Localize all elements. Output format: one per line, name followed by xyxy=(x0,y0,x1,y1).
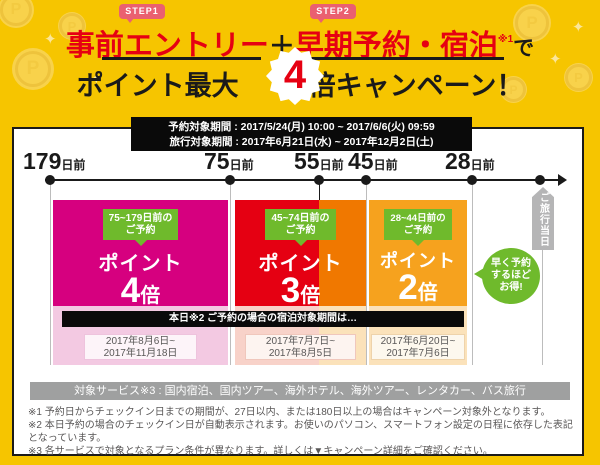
guide-line xyxy=(472,184,473,365)
multiplier-burst-badge: 4 xyxy=(265,46,325,106)
stay-period-3x: 2017年7月7日~ 2017年8月5日 xyxy=(245,334,356,360)
timeline-dot xyxy=(314,175,324,185)
promo-line: 早く予約 xyxy=(491,258,531,269)
promo-line: するほど xyxy=(491,270,531,281)
timeline-dot xyxy=(45,175,55,185)
stay-to: 2017年8月5日 xyxy=(268,348,333,359)
timeline-arrow-icon xyxy=(558,174,567,186)
note-ref-1: ※1 xyxy=(497,34,514,45)
bubble-range: 75~179日前の xyxy=(108,213,173,224)
booking-period: 予約対象期間 : 2017/5/24(月) 10:00 ~ 2017/6/6(火… xyxy=(168,121,435,133)
guide-line xyxy=(542,250,543,365)
bubble-note: ご予約 xyxy=(285,225,316,236)
promo-bubble-tail xyxy=(474,268,484,280)
point-coin-icon: P xyxy=(12,48,54,90)
footnote-3: ※3 各サービスで対象となるプラン条件が異なります。詳しくは▼キャンペーン詳細を… xyxy=(28,446,493,457)
stay-to: 2017年7月6日 xyxy=(386,348,450,359)
headline-point-max: ポイント最大 xyxy=(76,71,239,101)
campaign-period-box: 予約対象期間 : 2017/5/24(月) 10:00 ~ 2017/6/6(火… xyxy=(131,117,472,151)
headline-underline-left xyxy=(102,57,261,60)
headline-campaign: 倍キャンペーン！ xyxy=(308,71,524,101)
offer-box-2x: 28~44日前の ご予約 ポイント 2倍 (+1%) xyxy=(369,200,467,328)
step1-badge: STEP1 xyxy=(119,4,165,23)
timeline-dot xyxy=(225,175,235,185)
offer-bubble: 45~74日前の ご予約 xyxy=(265,209,336,246)
footnote-2: ※2 本日予約の場合のチェックイン日が自動表示されます。お使いのパソコン、スマー… xyxy=(28,420,573,444)
footnotes: ※1 予約日からチェックイン日までの期間が、27日以内、または180日以上の場合… xyxy=(28,406,573,458)
sparkle-icon: ✦ xyxy=(90,71,103,88)
guide-line xyxy=(319,184,320,200)
timeline-label-179: 179日前 xyxy=(23,148,86,174)
footnote-1: ※1 予約日からチェックイン日までの期間が、27日以内、または180日以上の場合… xyxy=(28,407,551,418)
point-coin-icon: P xyxy=(513,4,551,42)
guide-line xyxy=(50,184,51,365)
starburst-icon xyxy=(266,47,324,105)
headline-line2: ポイント最大 倍キャンペーン！ xyxy=(0,64,600,103)
sparkle-icon: ✦ xyxy=(44,31,57,48)
point-multiplier: 2倍 xyxy=(398,268,438,307)
stay-from: 2017年6月20日~ xyxy=(380,336,456,347)
timeline-dot xyxy=(361,175,371,185)
target-services-bar: 対象サービス※3 : 国内宿泊、国内ツアー、海外ホテル、海外ツアー、レンタカー、… xyxy=(30,382,570,400)
guide-line xyxy=(230,184,231,365)
timeline-axis xyxy=(45,179,558,181)
stay-from: 2017年7月7日~ xyxy=(265,336,336,347)
offer-box-4x: 75~179日前の ご予約 ポイント 4倍 (+3%) xyxy=(53,200,228,331)
headline-suffix: で xyxy=(513,37,535,60)
headline-line1: 事前エントリー＋早期予約・宿泊※1で xyxy=(0,22,600,64)
point-label: ポイント xyxy=(258,253,343,275)
sparkle-icon: ✦ xyxy=(549,51,562,68)
stay-to: 2017年11月18日 xyxy=(103,348,178,359)
step2-badge: STEP2 xyxy=(310,4,356,23)
bubble-range: 28~44日前の xyxy=(390,213,446,224)
offer-box-3x: 45~74日前の ご予約 ポイント 3倍 (+2%) xyxy=(235,200,366,331)
timeline-label-75: 75日前 xyxy=(204,148,254,174)
offer-bubble: 75~179日前の ご予約 xyxy=(102,209,179,246)
headline-underline-right xyxy=(304,57,504,60)
sparkle-icon: ✦ xyxy=(572,19,585,36)
promo-line: お得! xyxy=(499,282,523,293)
stay-period-2x: 2017年6月20日~ 2017年7月6日 xyxy=(371,334,465,360)
point-coin-icon: P xyxy=(500,76,527,103)
timeline-label-55: 55日前 xyxy=(294,148,344,174)
timeline-label-45: 45日前 xyxy=(348,148,398,174)
promo-bubble: 早く予約 するほど お得! xyxy=(482,248,540,304)
bubble-note: ご予約 xyxy=(125,225,156,236)
point-multiplier: 4倍 xyxy=(120,271,161,310)
bubble-note: ご予約 xyxy=(403,225,433,236)
point-coin-icon: P xyxy=(0,0,34,28)
offer-bubble: 28~44日前の ご予約 xyxy=(384,209,452,246)
point-coin-icon: P xyxy=(564,63,593,92)
guide-line xyxy=(366,184,367,365)
travel-day-label: ご旅行当日 xyxy=(537,192,549,247)
max-multiplier-number: 4 xyxy=(283,53,307,97)
headline-early: 早期予約・宿泊 xyxy=(294,30,498,62)
travel-period: 旅行対象期間 : 2017年6月21日(水) ~ 2017年12月2日(土) xyxy=(169,136,434,148)
stay-from: 2017年8月6日~ xyxy=(105,336,176,347)
timeline-dot xyxy=(535,175,545,185)
today-booking-bar: 本日※2 ご予約の場合の宿泊対象期間は… xyxy=(62,311,464,327)
point-label: ポイント xyxy=(380,251,456,271)
travel-day-ribbon: ご旅行当日 xyxy=(532,187,554,250)
point-label: ポイント xyxy=(98,253,183,275)
timeline-label-28: 28日前 xyxy=(445,148,495,174)
stay-period-4x: 2017年8月6日~ 2017年11月18日 xyxy=(84,334,197,360)
point-coin-icon: P xyxy=(58,12,86,40)
bubble-range: 45~74日前の xyxy=(271,213,330,224)
timeline-dot xyxy=(467,175,477,185)
headline-entry: 事前エントリー xyxy=(65,30,269,62)
point-multiplier: 3倍 xyxy=(280,271,321,310)
